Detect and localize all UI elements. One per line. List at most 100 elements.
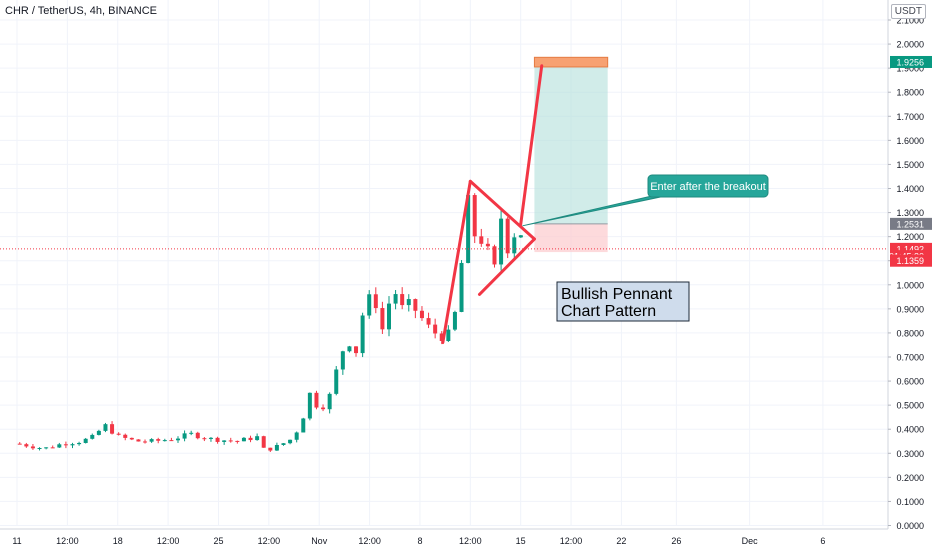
candle-body: [77, 442, 82, 445]
plot-area: [0, 0, 888, 550]
time-axis-bg: [0, 529, 932, 550]
candle-body: [499, 218, 504, 265]
y-tick-label: 1.0000: [896, 280, 924, 290]
candle-body: [255, 436, 260, 441]
pattern-line-upper: [468, 179, 536, 241]
callout-box: [647, 174, 769, 198]
currency-badge[interactable]: USDT: [890, 4, 926, 19]
candle-body: [202, 438, 207, 440]
candle-body: [268, 447, 273, 451]
candle-body: [314, 392, 319, 408]
candle-body: [393, 294, 398, 304]
candle-body: [222, 440, 227, 442]
candle-body: [360, 315, 365, 354]
y-tick-label: 1.2000: [896, 232, 924, 242]
y-tick-label: 0.1000: [896, 497, 924, 507]
pattern-label-line1: Bullish Pennant: [561, 286, 673, 303]
candle-body: [367, 294, 372, 316]
price-tag-label: 1.1492: [896, 244, 924, 254]
candle-body: [162, 440, 167, 442]
candle-body: [505, 218, 510, 254]
y-tick-label: 0.9000: [896, 304, 924, 314]
candle-body: [386, 303, 391, 330]
candle-body: [373, 294, 378, 309]
candle-body: [472, 195, 477, 237]
y-tick-label: 1.6000: [896, 136, 924, 146]
candle-body: [17, 443, 22, 445]
x-tick-label: 12:00: [157, 536, 180, 546]
candle-body: [485, 243, 490, 247]
candle-body: [274, 444, 279, 451]
pattern-label-line2: Chart Pattern: [561, 303, 656, 320]
candle-body: [307, 392, 312, 419]
candle-body: [281, 443, 286, 445]
candle-body: [518, 235, 523, 238]
candle-body: [248, 437, 253, 441]
candle-body: [288, 439, 293, 444]
candle-body: [103, 424, 108, 431]
candle-body: [50, 447, 55, 449]
candle-body: [83, 438, 88, 443]
pattern-line-breakout: [519, 64, 544, 227]
pattern-line-lower: [477, 237, 536, 296]
candle-body: [208, 437, 213, 439]
candle-body: [30, 446, 35, 449]
candle-body: [90, 434, 95, 439]
x-tick-label: 12:00: [258, 536, 281, 546]
y-tick-label: 0.0000: [896, 521, 924, 531]
y-tick-label: 0.5000: [896, 401, 924, 411]
price-tag: [890, 217, 932, 230]
candle-body: [433, 324, 438, 334]
y-tick-label: 0.8000: [896, 328, 924, 338]
x-tick-label: 15: [516, 536, 526, 546]
candle-body: [452, 311, 457, 330]
candle-body: [459, 262, 464, 312]
y-tick-label: 1.3000: [896, 208, 924, 218]
candle-body: [354, 346, 359, 354]
profit-zone: [534, 61, 608, 224]
candle-body: [169, 440, 174, 442]
candle-body: [189, 432, 194, 434]
candle-body: [24, 444, 29, 447]
x-tick-label: 8: [417, 536, 422, 546]
candle-body: [479, 236, 484, 244]
candle-body: [321, 407, 326, 410]
candle-body: [143, 441, 148, 443]
pattern-label-box: [556, 281, 690, 322]
price-tag: [890, 254, 932, 267]
candle-body: [195, 432, 200, 439]
candle-body: [294, 432, 299, 440]
candle-body: [466, 195, 471, 263]
candle-body: [156, 439, 161, 441]
candle-body: [37, 447, 42, 449]
candle-body: [340, 351, 345, 370]
x-tick-label: Nov: [311, 536, 328, 546]
candle-body: [301, 418, 306, 433]
candles: [17, 189, 523, 453]
y-tick-label: 0.6000: [896, 377, 924, 387]
candle-body: [136, 439, 141, 442]
chart-title: CHR / TetherUS, 4h, BINANCE: [5, 5, 158, 17]
candle-body: [70, 444, 75, 446]
candle-body: [57, 444, 62, 448]
candle-body: [96, 430, 101, 435]
x-tick-label: 26: [671, 536, 681, 546]
x-tick-label: 12:00: [459, 536, 482, 546]
x-tick-label: 12:00: [56, 536, 79, 546]
candle-body: [327, 393, 332, 410]
candle-body: [149, 439, 154, 442]
x-tick-label: Dec: [742, 536, 759, 546]
candle-body: [182, 433, 187, 439]
x-tick-label: 6: [820, 536, 825, 546]
y-tick-label: 1.9000: [896, 64, 924, 74]
candle-body: [347, 346, 352, 352]
candle-body: [175, 438, 180, 441]
y-tick-label: 0.2000: [896, 473, 924, 483]
y-tick-label: 0.4000: [896, 425, 924, 435]
y-tick-label: 0.7000: [896, 353, 924, 363]
y-tick-label: 0.3000: [896, 449, 924, 459]
candle-body: [426, 318, 431, 325]
candle-body: [215, 437, 220, 442]
